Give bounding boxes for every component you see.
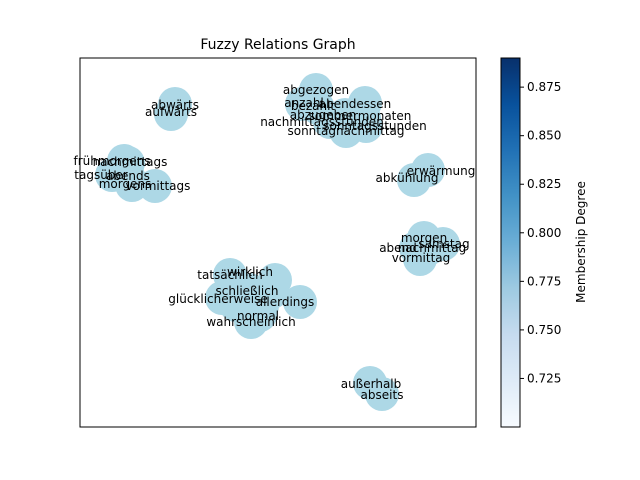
- cluster-c2: [285, 73, 383, 148]
- node-label: erwärmung: [407, 164, 476, 178]
- node-label: anzahl: [284, 96, 324, 110]
- node-label: abkühlung: [376, 171, 439, 185]
- graph-node: [283, 285, 317, 319]
- node-label: sommermonaten: [309, 109, 412, 123]
- node-label: bezahlt: [291, 99, 336, 113]
- graph-node: [219, 288, 253, 322]
- node-label: sonntagsstunden: [323, 119, 427, 133]
- node-label: abwärts: [151, 98, 199, 112]
- colorbar-tick-label: 0.725: [527, 371, 561, 385]
- cluster-c4: [397, 153, 445, 197]
- node-label: allerdings: [256, 295, 315, 309]
- graph-node: [154, 97, 188, 131]
- graph-node: [138, 169, 172, 203]
- node-label: nachmittags: [93, 155, 168, 169]
- node-label: frühmorgens: [74, 154, 151, 168]
- colorbar-tick-label: 0.800: [527, 226, 561, 240]
- colorbar: [500, 57, 521, 428]
- node-label: vormittag: [392, 251, 451, 265]
- node-label: glücklicherweise: [168, 292, 267, 306]
- node-label: nachmittagsstunden: [260, 115, 384, 129]
- colorbar-ticks: 0.725 0.750 0.775 0.800 0.825 0.850 0.875: [520, 80, 561, 385]
- graph-node: [403, 242, 437, 276]
- graph-node: [245, 289, 279, 323]
- colorbar-tick-label: 0.775: [527, 274, 561, 288]
- cluster-c1: [154, 87, 192, 131]
- node-label: morgen: [401, 231, 447, 245]
- node-label: wahrscheinlich: [206, 315, 295, 329]
- node-label: tagsüber: [74, 168, 128, 182]
- graph-layer: abwärtsaufwärtsabgezogenanzahlbezahltabe…: [74, 73, 476, 411]
- node-label: abends: [106, 169, 150, 183]
- node-label: nachmittag: [398, 241, 467, 255]
- node-label: schließlich: [216, 284, 279, 298]
- chart-title: Fuzzy Relations Graph: [200, 37, 355, 53]
- node-label: samstag: [418, 237, 469, 251]
- colorbar-tick-label: 0.875: [527, 80, 561, 94]
- node-label: abzugeben: [290, 108, 356, 122]
- node-label: wirklich: [227, 265, 273, 279]
- node-label: sonntagnachmittag: [287, 124, 404, 138]
- cluster-c7: [353, 366, 399, 411]
- node-label: abgezogen: [283, 83, 349, 97]
- node-label: abendessen: [319, 97, 391, 111]
- node-label: morgens: [99, 177, 152, 191]
- node-label: tatsächlich: [197, 268, 262, 282]
- node-label: abseits: [361, 388, 404, 402]
- cluster-c3: [95, 144, 172, 203]
- colorbar-label: Membership Degree: [574, 181, 588, 303]
- graph-node: [397, 163, 431, 197]
- node-label: vormittags: [126, 179, 191, 193]
- colorbar-tick-label: 0.750: [527, 323, 561, 337]
- colorbar-tick-label: 0.850: [527, 129, 561, 143]
- node-label: abend: [379, 241, 417, 255]
- graph-node: [329, 114, 363, 148]
- cluster-c6: [205, 258, 317, 339]
- node-label: außerhalb: [341, 377, 402, 391]
- node-label: normal: [237, 309, 279, 323]
- graph-node: [365, 377, 399, 411]
- colorbar-tick-label: 0.825: [527, 177, 561, 191]
- node-label: aufwärts: [145, 105, 197, 119]
- cluster-c5: [399, 221, 460, 276]
